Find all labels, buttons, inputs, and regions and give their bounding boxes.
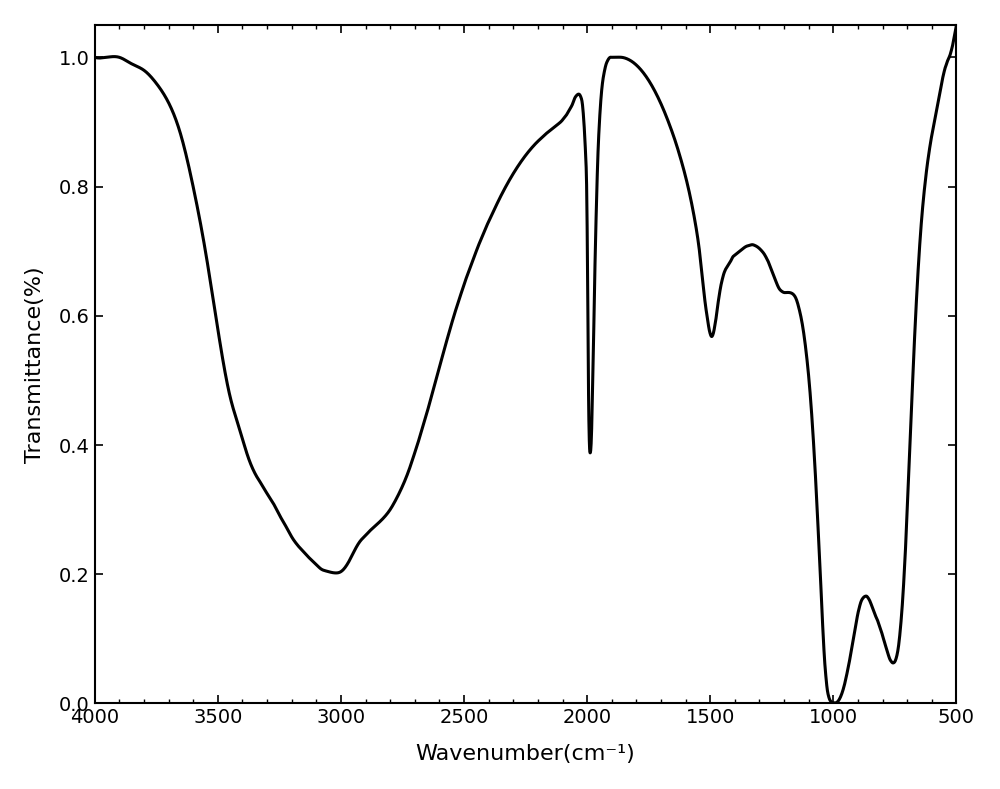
Y-axis label: Transmittance(%): Transmittance(%): [25, 266, 45, 462]
X-axis label: Wavenumber(cm⁻¹): Wavenumber(cm⁻¹): [416, 744, 635, 764]
